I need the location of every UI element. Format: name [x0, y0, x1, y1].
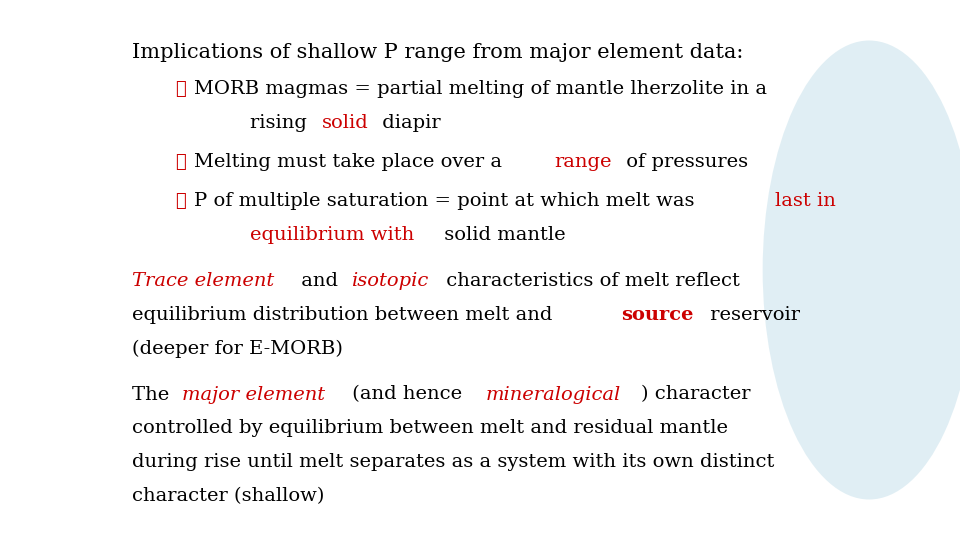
Text: last in: last in — [775, 192, 835, 211]
Text: mineralogical: mineralogical — [486, 386, 621, 403]
Text: major element: major element — [181, 386, 325, 403]
Text: solid: solid — [322, 114, 369, 132]
Text: during rise until melt separates as a system with its own distinct: during rise until melt separates as a sy… — [132, 454, 775, 471]
Text: (and hence: (and hence — [346, 386, 468, 403]
Text: solid mantle: solid mantle — [438, 226, 565, 244]
Text: MORB magmas = partial melting of mantle lherzolite in a: MORB magmas = partial melting of mantle … — [194, 80, 767, 98]
Text: P of multiple saturation = point at which melt was: P of multiple saturation = point at whic… — [194, 192, 701, 211]
Text: reservoir: reservoir — [704, 306, 800, 324]
Text: of pressures: of pressures — [620, 153, 748, 171]
Text: diapir: diapir — [375, 114, 440, 132]
Text: The: The — [132, 386, 176, 403]
Text: ☛: ☛ — [175, 153, 185, 171]
Ellipse shape — [762, 40, 960, 500]
Text: isotopic: isotopic — [351, 272, 429, 290]
Text: and: and — [295, 272, 345, 290]
Text: equilibrium distribution between melt and: equilibrium distribution between melt an… — [132, 306, 559, 324]
Text: Implications of shallow P range from major element data:: Implications of shallow P range from maj… — [132, 43, 743, 62]
Text: rising: rising — [250, 114, 313, 132]
Text: ☛: ☛ — [175, 80, 185, 98]
Text: ) character: ) character — [641, 386, 751, 403]
Text: characteristics of melt reflect: characteristics of melt reflect — [440, 272, 740, 290]
Text: (deeper for E-MORB): (deeper for E-MORB) — [132, 340, 343, 358]
Text: source: source — [621, 306, 693, 324]
Text: range: range — [554, 153, 612, 171]
Text: Trace element: Trace element — [132, 272, 275, 290]
Text: controlled by equilibrium between melt and residual mantle: controlled by equilibrium between melt a… — [132, 420, 728, 437]
Text: character (shallow): character (shallow) — [132, 487, 324, 505]
Text: ☛: ☛ — [175, 192, 185, 211]
Text: Melting must take place over a: Melting must take place over a — [194, 153, 509, 171]
Text: equilibrium with: equilibrium with — [250, 226, 414, 244]
